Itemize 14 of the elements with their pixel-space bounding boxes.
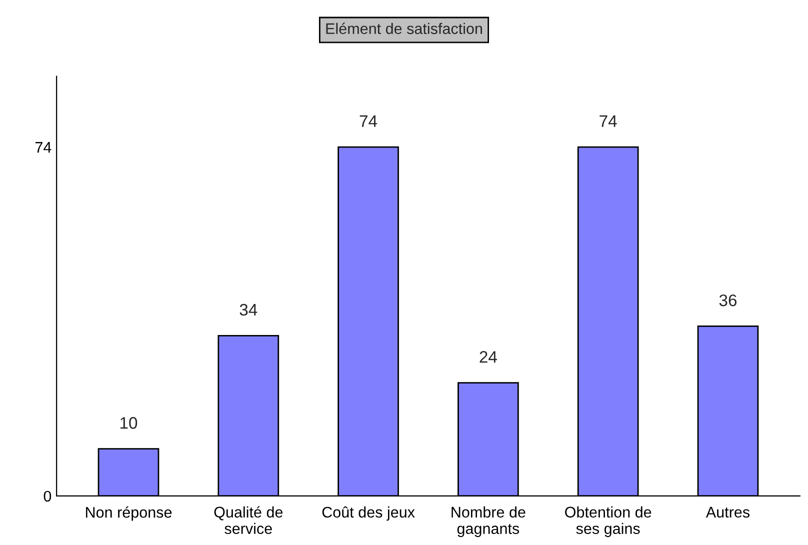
data-label: 36 [719, 294, 737, 306]
x-tick-label: Qualité de service [214, 506, 283, 534]
chart-title: Elément de satisfaction [326, 22, 482, 34]
data-label: 34 [240, 304, 258, 316]
y-tick-label: 0 [44, 490, 52, 502]
x-tick-label: Obtention de ses gains [565, 506, 652, 538]
x-tick-label: Non réponse [86, 506, 172, 521]
data-label: 74 [360, 115, 378, 127]
x-tick-label: Autres [706, 506, 750, 518]
data-label: 74 [600, 115, 617, 127]
data-label: 10 [120, 417, 138, 429]
x-tick-label: Coût des jeux [322, 506, 415, 521]
data-label: 24 [480, 351, 497, 363]
x-tick-label: Nombre de gagnants [452, 506, 526, 538]
